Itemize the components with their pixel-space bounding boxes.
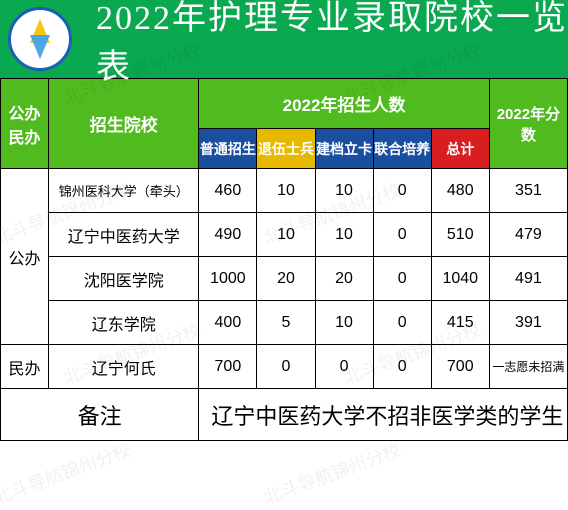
value-cell: 0 xyxy=(257,345,315,389)
watermark: 北斗导航锦州分校 xyxy=(0,436,134,510)
value-cell: 0 xyxy=(373,345,431,389)
table-row: 辽宁中医药大学49010100510479 xyxy=(1,213,568,257)
score-cell: 491 xyxy=(489,257,567,301)
subcol-2: 建档立卡 xyxy=(315,129,373,169)
col-score: 2022年分数 xyxy=(489,79,567,169)
value-cell: 10 xyxy=(315,213,373,257)
value-cell: 0 xyxy=(373,257,431,301)
value-cell: 5 xyxy=(257,301,315,345)
table-row: 公办锦州医科大学（牵头）46010100480351 xyxy=(1,169,568,213)
school-cell: 锦州医科大学（牵头） xyxy=(49,169,199,213)
value-cell: 400 xyxy=(199,301,257,345)
value-cell: 20 xyxy=(315,257,373,301)
value-cell: 460 xyxy=(199,169,257,213)
school-cell: 辽宁中医药大学 xyxy=(49,213,199,257)
score-cell: 479 xyxy=(489,213,567,257)
category-cell: 公办 xyxy=(1,169,49,345)
score-cell: 351 xyxy=(489,169,567,213)
value-cell: 0 xyxy=(373,301,431,345)
header-bar: 2022年护理专业录取院校一览表 xyxy=(0,0,568,78)
value-cell: 700 xyxy=(199,345,257,389)
table-row: 沈阳医学院1000202001040491 xyxy=(1,257,568,301)
subcol-1: 退伍士兵 xyxy=(257,129,315,169)
value-cell: 0 xyxy=(315,345,373,389)
admissions-table: 公办 民办 招生院校 2022年招生人数 2022年分数 普通招生退伍士兵建档立… xyxy=(0,78,568,441)
note-text: 辽宁中医药大学不招非医学类的学生 xyxy=(199,389,568,441)
value-cell: 700 xyxy=(431,345,489,389)
value-cell: 10 xyxy=(315,301,373,345)
school-cell: 辽宁何氏 xyxy=(49,345,199,389)
page-title: 2022年护理专业录取院校一览表 xyxy=(96,0,568,88)
table-row: 辽东学院4005100415391 xyxy=(1,301,568,345)
value-cell: 10 xyxy=(315,169,373,213)
value-cell: 490 xyxy=(199,213,257,257)
col-category: 公办 民办 xyxy=(1,79,49,169)
subcol-3: 联合培养 xyxy=(373,129,431,169)
value-cell: 1040 xyxy=(431,257,489,301)
score-cell: 一志愿未招满 xyxy=(489,345,567,389)
value-cell: 0 xyxy=(373,213,431,257)
value-cell: 510 xyxy=(431,213,489,257)
score-cell: 391 xyxy=(489,301,567,345)
note-label: 备注 xyxy=(1,389,199,441)
subcol-4: 总计 xyxy=(431,129,489,169)
table-row: 民办辽宁何氏700000700一志愿未招满 xyxy=(1,345,568,389)
value-cell: 10 xyxy=(257,169,315,213)
value-cell: 415 xyxy=(431,301,489,345)
col-school: 招生院校 xyxy=(49,79,199,169)
category-cell: 民办 xyxy=(1,345,49,389)
watermark: 北斗导航锦州分校 xyxy=(260,436,404,510)
value-cell: 480 xyxy=(431,169,489,213)
value-cell: 1000 xyxy=(199,257,257,301)
school-cell: 沈阳医学院 xyxy=(49,257,199,301)
logo xyxy=(8,7,72,71)
value-cell: 20 xyxy=(257,257,315,301)
subcol-0: 普通招生 xyxy=(199,129,257,169)
value-cell: 10 xyxy=(257,213,315,257)
value-cell: 0 xyxy=(373,169,431,213)
school-cell: 辽东学院 xyxy=(49,301,199,345)
